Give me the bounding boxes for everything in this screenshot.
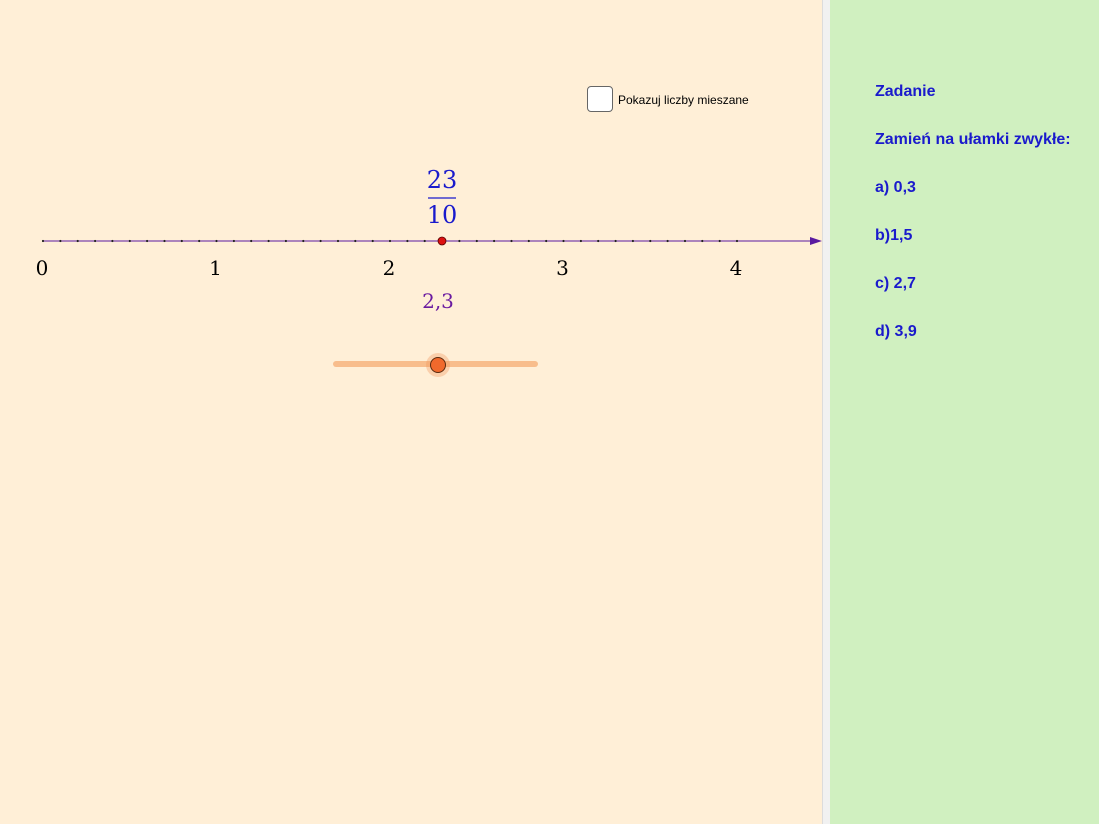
task-instruction: Zamień na ułamki zwykłe:: [875, 131, 1071, 148]
tick-mark: [579, 239, 583, 243]
tick-label-0: 0: [36, 256, 49, 280]
tick-mark: [735, 239, 739, 243]
tick-label-4: 4: [730, 256, 743, 280]
tick-mark: [215, 239, 218, 243]
tick-mark: [406, 239, 409, 243]
tick-mark: [649, 239, 652, 243]
tick-mark: [475, 239, 478, 243]
tick-mark: [545, 239, 548, 243]
tick-mark: [319, 239, 322, 243]
tick-mark: [336, 239, 340, 243]
tick-mark: [198, 239, 201, 243]
tick-labels: 0 1 2 3 4: [36, 256, 743, 280]
axis-arrow-icon: [810, 237, 822, 245]
number-line: 0 1 2 3 4 23 10 2,3: [36, 166, 822, 313]
mixed-numbers-checkbox-label: Pokazuj liczby mieszane: [618, 93, 749, 107]
graphics-view[interactable]: Pokazuj liczby mieszane 0 1 2 3 4 23 10 …: [0, 0, 822, 824]
tick-mark: [423, 239, 426, 243]
tick-label-2: 2: [383, 256, 396, 280]
tick-mark: [493, 239, 496, 243]
tick-mark: [59, 239, 62, 243]
task-item-a: a) 0,3: [875, 179, 916, 196]
tick-mark: [597, 239, 600, 243]
tick-mark: [371, 239, 374, 243]
task-title: Zadanie: [875, 83, 936, 100]
tick-mark: [180, 239, 183, 243]
mixed-numbers-checkbox[interactable]: [587, 86, 613, 112]
tick-mark: [128, 239, 131, 243]
tick-mark: [250, 239, 253, 243]
tick-mark: [111, 239, 114, 243]
task-item-c: c) 2,7: [875, 275, 916, 292]
tick-mark: [458, 239, 461, 243]
tick-marks: [41, 239, 739, 243]
tick-mark: [284, 239, 287, 243]
task-item-b: b)1,5: [875, 227, 913, 244]
tick-mark: [76, 239, 79, 243]
fraction-label: 23 10: [427, 166, 458, 229]
tick-mark: [146, 239, 149, 243]
tick-mark: [718, 239, 721, 243]
task-item-d: d) 3,9: [875, 323, 917, 340]
tick-mark: [683, 239, 687, 243]
tick-mark: [267, 239, 270, 243]
tick-mark: [562, 239, 565, 243]
task-panel: Zadanie Zamień na ułamki zwykłe: a) 0,3 …: [830, 0, 1099, 824]
panel-divider[interactable]: [822, 0, 830, 824]
tick-mark: [701, 239, 704, 243]
tick-mark: [163, 239, 166, 243]
decimal-label: 2,3: [422, 289, 454, 313]
tick-mark: [302, 239, 305, 243]
tick-mark: [354, 239, 357, 243]
value-slider-knob[interactable]: [429, 357, 446, 373]
fraction-denominator: 10: [427, 201, 458, 229]
tick-mark: [232, 239, 235, 243]
tick-mark: [614, 239, 617, 243]
tick-label-1: 1: [209, 256, 222, 280]
tick-mark: [41, 239, 45, 243]
tick-label-3: 3: [556, 256, 569, 280]
tick-mark: [510, 239, 513, 243]
tick-mark: [631, 239, 635, 243]
fraction-numerator: 23: [427, 166, 458, 194]
tick-mark: [527, 239, 530, 243]
tick-mark: [666, 239, 669, 243]
tick-mark: [388, 239, 392, 243]
tick-mark: [94, 239, 97, 243]
number-line-point[interactable]: [437, 236, 447, 246]
